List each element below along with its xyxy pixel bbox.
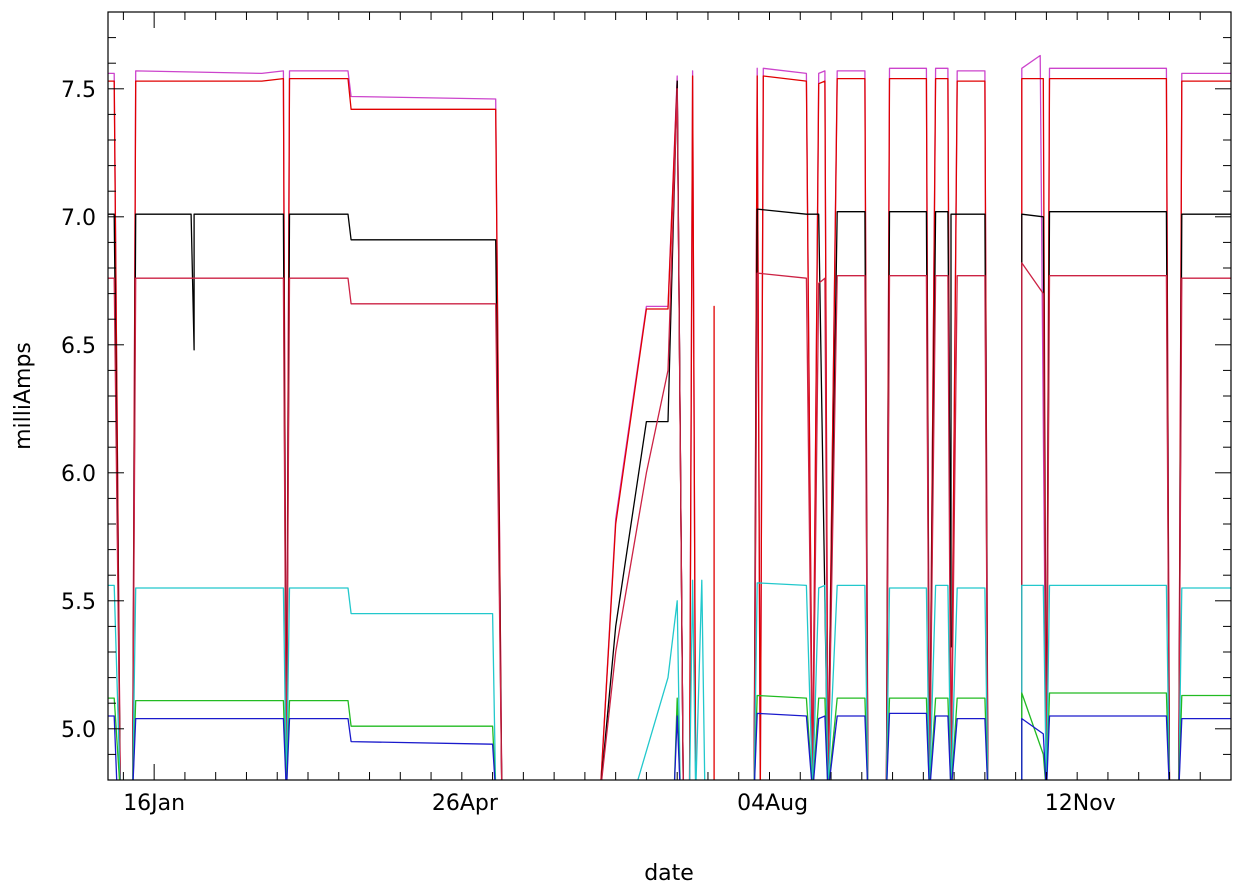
y-tick-label: 5.0 xyxy=(61,718,96,743)
series-line-1 xyxy=(108,54,1231,780)
x-tick-label: 16Jan xyxy=(123,791,185,816)
x-axis: 16Jan 26Apr 04Aug 12Nov xyxy=(122,12,1232,816)
y-axis: 5.0 5.5 6.0 6.5 7.0 7.5 xyxy=(61,11,1231,781)
x-axis-title: date xyxy=(644,861,694,886)
y-tick-label: 6.5 xyxy=(61,334,96,359)
series-line-7 xyxy=(108,712,1231,780)
y-tick-label: 6.0 xyxy=(61,462,96,487)
series-line-5 xyxy=(108,579,1231,780)
x-tick-label: 04Aug xyxy=(737,791,808,816)
x-tick-label: 12Nov xyxy=(1045,791,1116,816)
y-tick-label: 7.5 xyxy=(61,78,96,103)
series-line-6 xyxy=(108,692,1231,780)
y-tick-label: 5.5 xyxy=(61,590,96,615)
series-line-4 xyxy=(108,88,1231,780)
x-tick-label: 26Apr xyxy=(432,791,499,816)
series-line-2 xyxy=(108,75,1231,780)
series-line-3 xyxy=(108,80,1231,780)
y-axis-title: milliAmps xyxy=(11,342,36,450)
series-layer xyxy=(108,54,1231,780)
y-tick-label: 7.0 xyxy=(61,206,96,231)
